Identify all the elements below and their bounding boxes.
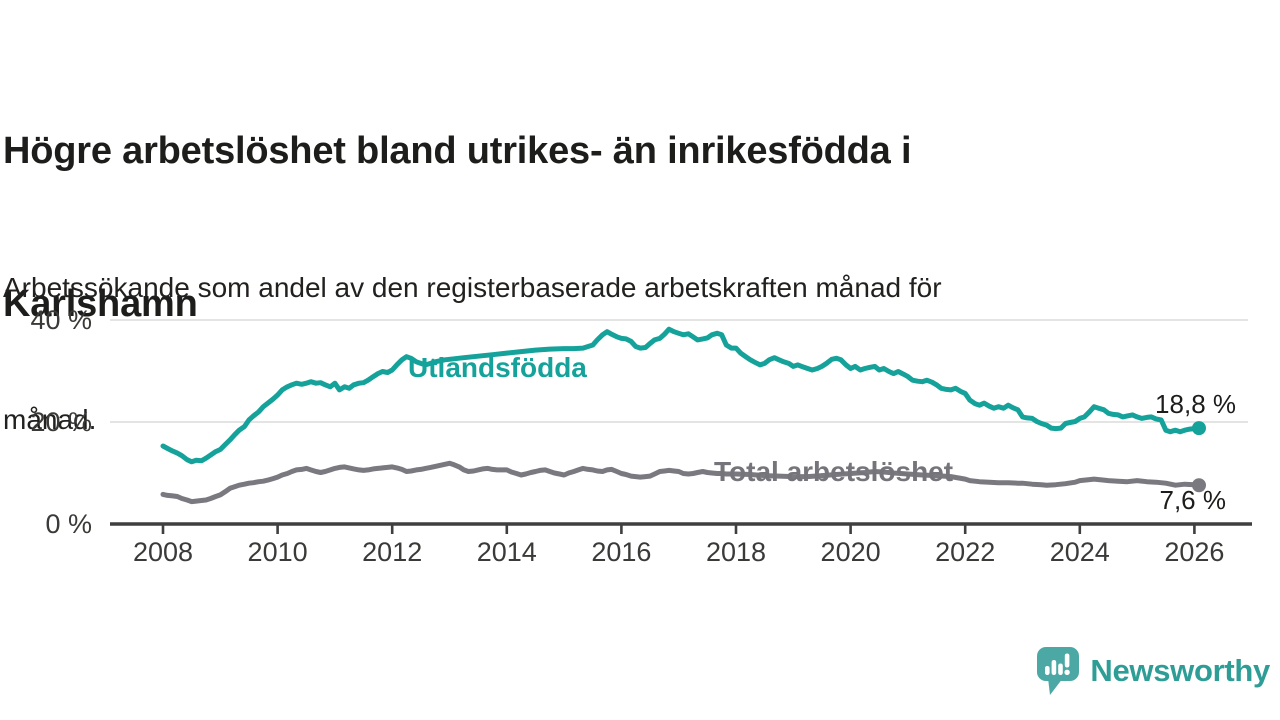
page-title: Högre arbetslöshet bland utrikes- än inr… — [3, 24, 1173, 381]
series-end-dot-total — [1191, 478, 1206, 493]
x-tick-label-2026: 2026 — [1164, 537, 1224, 567]
series-label-utlandsfodda: Utlandsfödda — [408, 352, 587, 383]
newsworthy-logo: Newsworthy — [1036, 646, 1270, 696]
x-tick-label-2010: 2010 — [248, 537, 308, 567]
series-label-total: Total arbetslöshet — [714, 456, 953, 487]
page-title-line-1: Högre arbetslöshet bland utrikes- än inr… — [3, 130, 912, 172]
page-title-line-2: Karlshamn — [3, 283, 198, 325]
speech-bubble-shape — [1037, 647, 1080, 695]
y-tick-label-40: 40 % — [30, 305, 92, 335]
x-tick-label-2012: 2012 — [362, 537, 422, 567]
series-end-dot-utlandsfodda — [1191, 421, 1206, 436]
series-line-total — [160, 460, 1202, 505]
end-value-label-utlandsfodda: 18,8 % — [1155, 389, 1236, 419]
end-value-label-total: 7,6 % — [1160, 485, 1227, 515]
series-line-utlandsfodda — [160, 326, 1202, 465]
chart-subtitle-line-2: månad. — [3, 404, 97, 435]
bar-chart-glyph — [1045, 660, 1064, 675]
x-tick-label-2022: 2022 — [935, 537, 995, 567]
newsworthy-speech-bubble-bar-chart-icon — [1037, 647, 1080, 695]
y-tick-label-20: 20 % — [30, 407, 92, 437]
exclamation-glyph — [1064, 653, 1071, 675]
x-tick-label-2020: 2020 — [821, 537, 881, 567]
chart-subtitle: Arbetssökande som andel av den registerb… — [3, 178, 1203, 486]
newsworthy-wordmark: Newsworthy — [1090, 653, 1270, 688]
x-tick-label-2024: 2024 — [1050, 537, 1110, 567]
x-tick-label-2018: 2018 — [706, 537, 766, 567]
x-tick-label-2014: 2014 — [477, 537, 537, 567]
x-tick-label-2016: 2016 — [591, 537, 651, 567]
y-tick-label-0: 0 % — [45, 509, 92, 539]
x-tick-label-2008: 2008 — [133, 537, 193, 567]
chart-subtitle-line-1: Arbetssökande som andel av den registerb… — [3, 272, 942, 303]
